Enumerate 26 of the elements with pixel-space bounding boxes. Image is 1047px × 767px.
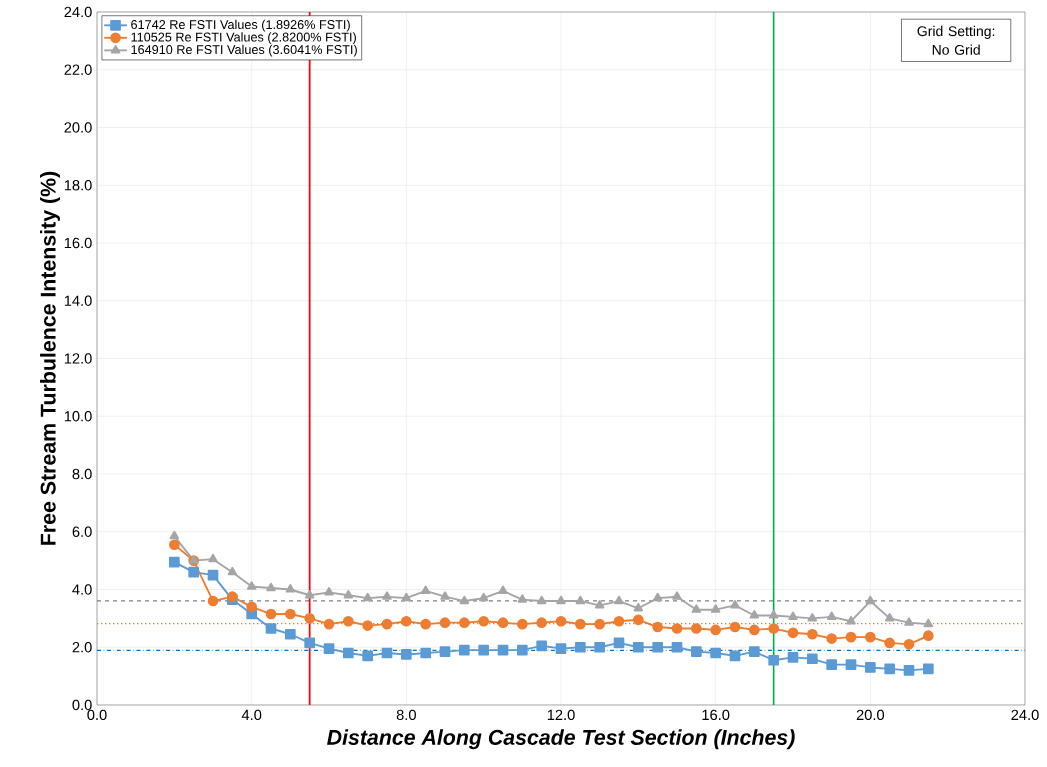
y-tick-label: 2.0 — [72, 642, 92, 653]
y-axis-title: Free Stream Turbulence Intensity (%) — [40, 171, 60, 545]
y-tick-label: 6.0 — [72, 526, 92, 537]
x-tick-label: 12.0 — [547, 709, 575, 721]
x-tick-label: 4.0 — [241, 709, 262, 721]
x-tick-label: 0.0 — [87, 709, 107, 721]
x-axis-title: Distance Along Cascade Test Section (Inches) — [327, 729, 795, 750]
y-tick-label: 20.0 — [64, 122, 92, 133]
y-tick-label: 14.0 — [64, 295, 92, 306]
y-tick-label: 0.0 — [72, 699, 92, 711]
legend-label: 164910 Re FSTI Values (3.6041% FSTI) — [131, 44, 357, 57]
y-tick-label: 16.0 — [64, 237, 92, 249]
y-tick-label: 12.0 — [64, 353, 92, 364]
annotation: Grid Setting: No Grid — [917, 25, 995, 55]
legend-label: 61742 Re FSTI Values (1.8926% FSTI) — [131, 19, 350, 32]
x-tick-label: 20.0 — [856, 709, 885, 721]
y-tick-label: 8.0 — [72, 468, 92, 480]
y-tick-label: 18.0 — [64, 180, 92, 191]
x-tick-label: 8.0 — [396, 709, 416, 721]
y-tick-label: 10.0 — [64, 411, 92, 422]
y-tick-label: 24.0 — [64, 6, 92, 18]
legend-label: 110525 Re FSTI Values (2.8200% FSTI) — [131, 32, 356, 45]
y-tick-label: 4.0 — [72, 584, 92, 595]
x-tick-label: 24.0 — [1011, 709, 1039, 721]
x-tick-label: 16.0 — [702, 709, 730, 721]
y-tick-label: 22.0 — [64, 64, 92, 75]
